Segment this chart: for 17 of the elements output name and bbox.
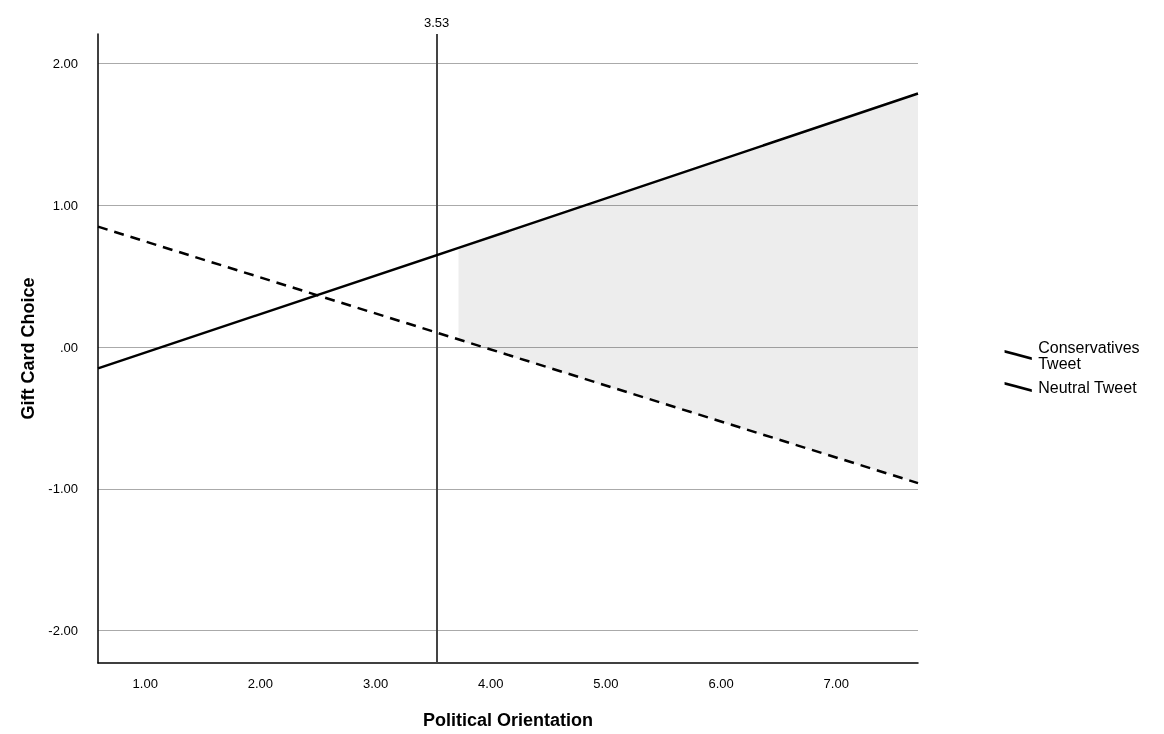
y-tick-label: 2.00: [52, 56, 78, 72]
x-tick-label: 2.00: [247, 676, 274, 691]
x-tick-label: 1.00: [132, 676, 158, 691]
x-tick-label: 7.00: [823, 676, 849, 691]
x-tick-label: 6.00: [708, 676, 734, 691]
y-tick-label: -2.00: [48, 622, 78, 638]
x-tick-label: 4.00: [478, 676, 504, 691]
y-tick-label: -1.00: [48, 481, 78, 497]
legend-label: Conservatives Tweet: [1038, 338, 1145, 372]
y-tick-label: 1.00: [52, 197, 78, 213]
x-axis-title: Political Orientation: [422, 710, 594, 730]
y-tick-label: .00: [59, 339, 78, 355]
x-tick-label: 5.00: [593, 676, 619, 691]
legend-label: Neutral Tweet: [1038, 378, 1138, 396]
x-tick-label: 3.00: [362, 676, 389, 691]
y-axis-title: Gift Card Choice: [18, 277, 39, 420]
ref-line-label: 3.53: [423, 15, 450, 30]
